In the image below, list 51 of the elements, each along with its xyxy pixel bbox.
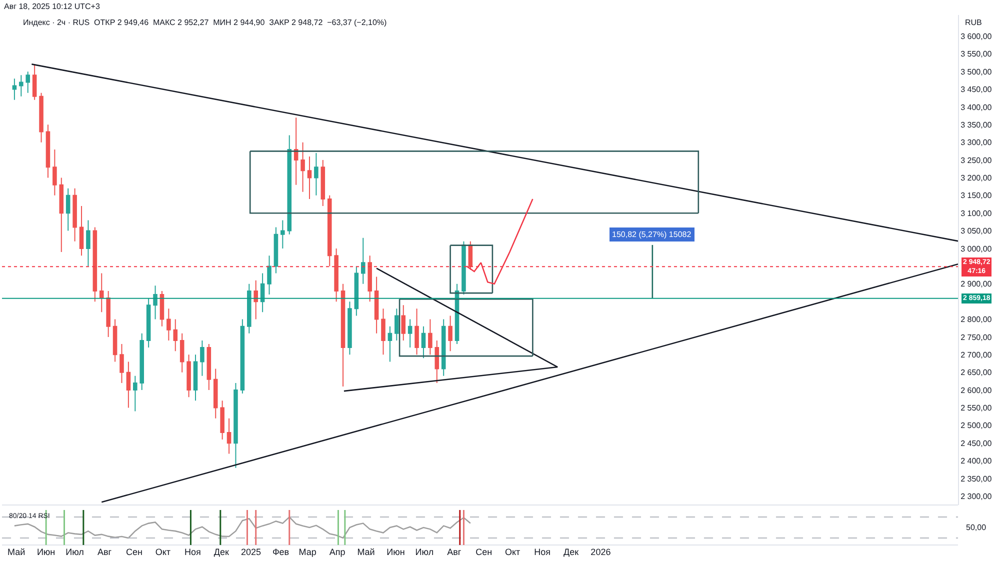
x-tick-label: Окт [155, 547, 171, 557]
y-tick-label: 2 600,00 [960, 386, 992, 395]
y-tick-label: 3 400,00 [960, 102, 992, 112]
y-tick-label: 2 500,00 [960, 421, 992, 430]
y-tick-label: 3 350,00 [960, 120, 992, 130]
y-tick-label: 2 700,00 [960, 350, 992, 360]
x-tick-label: Фев [272, 547, 290, 557]
x-tick-label: Апр [329, 547, 346, 557]
y-tick-label: 3 500,00 [960, 67, 992, 76]
chart-title: Индекс · 2ч · RUS ОТКР 2 949,46 МАКС 2 952,27 МИН 2 944,90 ЗАКР 2 948,72 −63,37 (−2,10%) [23, 18, 388, 27]
x-tick-label: Июл [415, 547, 434, 557]
y-tick-label: 3 550,00 [960, 50, 992, 59]
x-tick-label: Авг [447, 547, 462, 557]
x-tick-label: 2026 [590, 547, 611, 557]
y-tick-label: 3 150,00 [960, 191, 992, 200]
y-tick-label: 2 300,00 [960, 492, 992, 501]
y-tick-label: 2 650,00 [960, 368, 992, 378]
x-tick-label: Авг [97, 547, 112, 557]
x-tick-label: 2025 [241, 547, 262, 557]
x-tick-label: Май [8, 547, 26, 557]
y-tick-label: 3 000,00 [960, 244, 992, 254]
y-tick-label: 3 300,00 [960, 138, 992, 148]
text: 50,00 [966, 523, 987, 532]
y-tick-label: 2 450,00 [960, 438, 992, 448]
y-tick-label: 3 450,00 [960, 85, 992, 94]
x-tick-label: Дек [214, 547, 229, 557]
y-tick-label: 3 050,00 [960, 226, 992, 236]
y-tick-label: 3 100,00 [960, 208, 992, 218]
y-tick-label: 2 800,00 [960, 315, 992, 324]
y-tick-label: 3 250,00 [960, 156, 992, 165]
x-tick-label: Июн [386, 547, 405, 557]
y-axis-title: RUB [965, 18, 982, 27]
series-label: 150,82 (5,27%) 15082 [612, 230, 692, 239]
x-tick-label: Май [357, 547, 375, 557]
chart-subtitle: Авг 18, 2025 10:12 UTC+3 [4, 2, 100, 11]
x-tick-label: Ноя [184, 547, 201, 557]
y-tick-label: 2 350,00 [960, 474, 992, 484]
y-tick-label: 3 600,00 [960, 32, 992, 42]
y-tick-label: 2 750,00 [960, 332, 992, 342]
y-tick-label: 2 550,00 [960, 404, 992, 413]
x-tick-label: Дек [563, 547, 579, 557]
y-tick-label: 2 400,00 [960, 456, 992, 466]
y-tick-label: 2 900,00 [960, 280, 992, 289]
x-tick-label: Ноя [534, 547, 551, 557]
x-tick-label: Сен [126, 547, 142, 557]
y-tick-label: 3 200,00 [960, 174, 992, 183]
x-tick-label: Мар [298, 547, 316, 557]
x-tick-label: Окт [504, 547, 520, 557]
x-tick-label: Июл [66, 547, 84, 557]
x-tick-label: Сен [476, 547, 492, 557]
x-tick-label: Июн [36, 547, 56, 557]
